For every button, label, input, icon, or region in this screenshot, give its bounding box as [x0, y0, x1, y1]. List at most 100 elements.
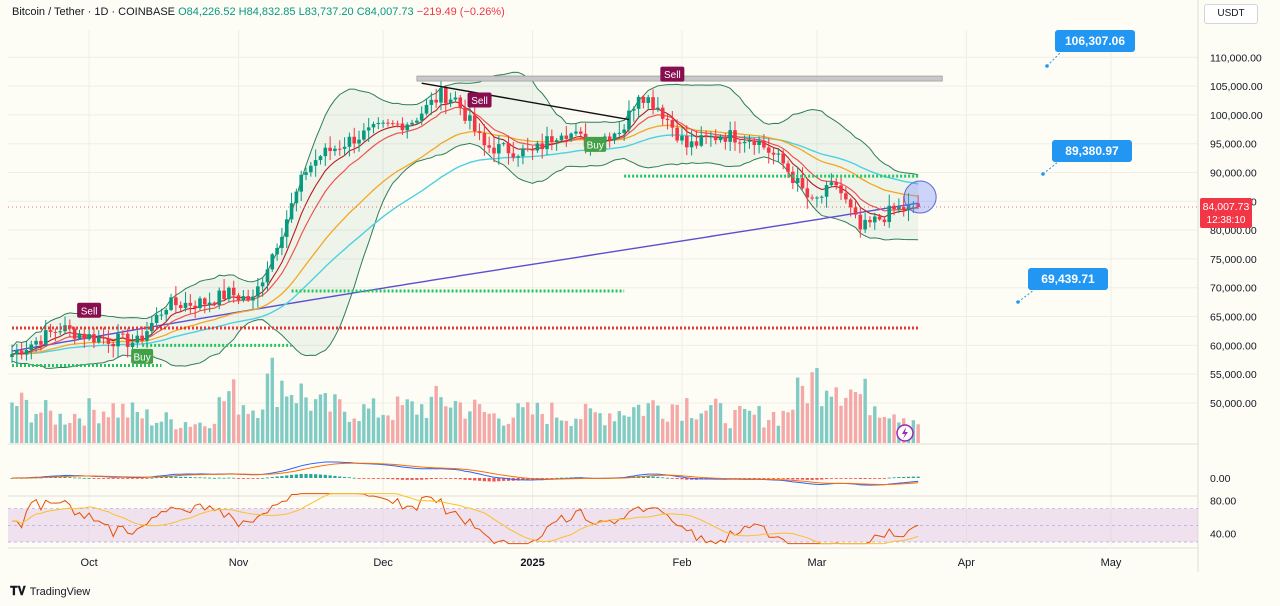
volume-bar — [63, 424, 67, 443]
macd-histogram-bar — [63, 476, 67, 478]
volume-bar — [405, 399, 409, 443]
candle — [622, 124, 626, 141]
macd-histogram-bar — [747, 478, 752, 479]
candle — [872, 212, 877, 230]
price-callout[interactable]: 89,380.97 — [1041, 140, 1132, 176]
ema-long-line — [11, 124, 919, 355]
volume-bar — [444, 406, 448, 443]
tradingview-logo-icon: 𝐓𝐕 — [10, 584, 26, 598]
volume-bar — [121, 403, 125, 443]
candle — [241, 290, 246, 303]
volume-bar — [892, 414, 896, 443]
signal-sell[interactable]: Sell — [660, 66, 685, 82]
volume-bar — [92, 409, 96, 443]
candle — [280, 227, 284, 256]
volume-bar — [275, 406, 279, 443]
signal-buy[interactable]: Buy — [131, 348, 154, 364]
macd-histogram-bar — [164, 476, 168, 478]
volume-bar — [641, 415, 646, 443]
macd-histogram-bar — [882, 478, 887, 479]
macd-histogram-bar — [497, 478, 501, 482]
candle — [347, 132, 352, 157]
signal-buy[interactable]: Buy — [584, 136, 607, 152]
macd-histogram-bar — [227, 477, 231, 479]
last-price-badge: 84,007.73 12:38:10 — [1200, 198, 1252, 229]
price-callout[interactable]: 69,439.71 — [1016, 268, 1108, 304]
macd-histogram-bar — [482, 478, 486, 482]
candle — [246, 289, 250, 302]
volume-bar — [844, 397, 848, 443]
macd-histogram-bar — [771, 478, 776, 479]
volume-bar — [458, 402, 462, 443]
volume-bar — [391, 419, 395, 443]
macd-histogram-bar — [757, 478, 761, 479]
candle — [10, 344, 14, 363]
volume-bar — [376, 417, 381, 443]
price-tick-label: 95,000.00 — [1210, 139, 1257, 151]
candle — [87, 329, 91, 341]
volume-bar — [815, 368, 819, 443]
candle — [723, 132, 728, 150]
candle — [868, 216, 872, 228]
candle — [752, 137, 757, 155]
volume-bar — [680, 420, 684, 443]
candle — [617, 121, 622, 139]
volume-bar — [689, 418, 694, 443]
volume-bar — [882, 417, 887, 443]
volume-bar — [603, 425, 607, 443]
candle — [265, 261, 270, 291]
candle — [497, 135, 501, 165]
signal-sell[interactable]: Sell — [77, 302, 102, 318]
macd-histogram-bar — [97, 478, 101, 479]
price-callouts: 106,307.06 89,380.97 69,439.71 — [896, 30, 1135, 442]
macd-histogram-bar — [121, 478, 125, 479]
macd-histogram-bar — [800, 478, 805, 480]
macd-histogram-bar — [87, 477, 91, 479]
volume-bar — [77, 418, 82, 443]
volume-bar — [728, 428, 732, 443]
currency-unit-button[interactable]: USDT — [1204, 4, 1258, 24]
volume-bar — [333, 394, 337, 443]
volume-bar — [694, 419, 699, 443]
macd-histogram-bar — [468, 478, 472, 480]
candle — [294, 188, 299, 212]
volume-bar — [29, 422, 33, 443]
macd-histogram-bar — [463, 478, 467, 480]
candle — [516, 154, 520, 167]
volume-bar — [564, 420, 568, 443]
signal-sell[interactable]: Sell — [467, 92, 492, 108]
volume-bar — [545, 424, 549, 443]
macd-histogram-bar — [844, 478, 848, 479]
candle — [815, 196, 819, 208]
macd-histogram-bar — [159, 477, 164, 478]
macd-histogram-bar — [256, 478, 260, 479]
candle — [381, 119, 385, 128]
volume-bar — [395, 396, 400, 443]
candle — [400, 117, 405, 135]
ohlc-change: −219.49 (−0.26%) — [416, 6, 505, 18]
price-callout[interactable]: 106,307.06 — [1045, 30, 1135, 68]
macd-histogram-bar — [810, 478, 814, 480]
time-tick-label: Feb — [672, 557, 691, 569]
volume-bar — [236, 414, 241, 443]
candle — [395, 120, 400, 128]
volume-bar — [439, 397, 443, 443]
volume-bars — [10, 357, 920, 443]
tradingview-logo[interactable]: 𝐓𝐕 TradingView — [10, 584, 90, 599]
trendline[interactable] — [421, 82, 630, 121]
candle — [309, 162, 313, 177]
candle — [535, 140, 540, 153]
candle — [92, 327, 96, 349]
macd-histogram-bar — [516, 478, 520, 481]
candle — [135, 330, 140, 348]
volume-bar — [227, 391, 231, 443]
svg-text:Sell: Sell — [81, 306, 98, 317]
volume-bar — [285, 396, 289, 443]
volume-bar — [477, 404, 482, 443]
time-axis[interactable]: Oct Nov Dec 2025 Feb Mar Apr May — [81, 557, 1122, 569]
volume-bar — [530, 414, 535, 443]
macd-histogram-bar — [690, 478, 694, 480]
lightning-icon[interactable] — [896, 424, 914, 442]
candle — [284, 210, 289, 249]
